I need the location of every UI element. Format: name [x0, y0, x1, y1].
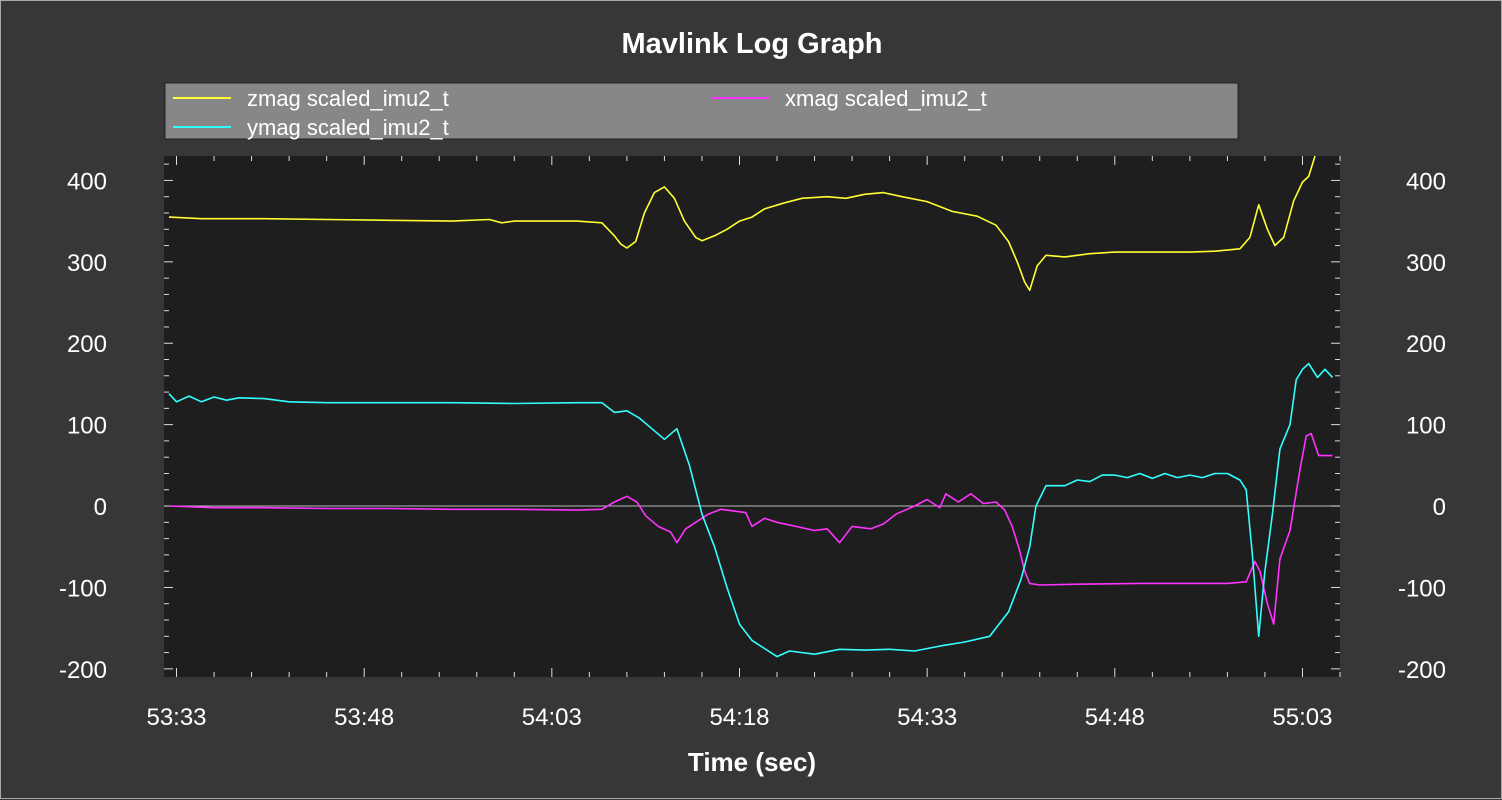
x-tick-label: 54:33 [897, 704, 957, 731]
x-tick-label: 53:33 [146, 704, 206, 731]
y-tick-label-right: 0 [1433, 494, 1446, 521]
y-tick-label-left: 200 [67, 331, 107, 358]
x-tick-label: 54:18 [709, 704, 769, 731]
y-tick-label-left: -200 [59, 657, 107, 684]
tick-labels: 400 400 300 300 200 200 100 100 0 0 -100 -100 -200 -2… [59, 168, 1446, 731]
legend: zmag scaled_imu2_t xmag scaled_imu2_tymag… [164, 82, 1239, 140]
series-line-xmag [168, 432, 1333, 625]
y-tick-label-left: -100 [59, 575, 107, 602]
y-tick-label-right: 300 [1406, 250, 1446, 277]
series-line-zmag [168, 156, 1316, 292]
y-tick-label-left: 300 [67, 250, 107, 277]
y-tick-label-left: 400 [67, 168, 107, 195]
y-tick-label-right: 400 [1406, 168, 1446, 195]
legend-label-xmag: xmag scaled_imu2_t [785, 86, 987, 111]
x-axis-title: Time (sec) [688, 747, 816, 777]
legend-box [164, 82, 1239, 140]
y-tick-label-left: 0 [94, 494, 107, 521]
x-tick-label: 54:03 [522, 704, 582, 731]
legend-label-ymag: ymag scaled_imu2_t [247, 115, 449, 140]
y-tick-label-right: -200 [1398, 657, 1446, 684]
legend-label-zmag: zmag scaled_imu2_t [247, 86, 449, 111]
x-tick-label: 55:03 [1272, 704, 1332, 731]
plot-area [164, 156, 1340, 677]
x-tick-label: 53:48 [334, 704, 394, 731]
series-line-ymag [168, 362, 1334, 658]
series-layer [168, 156, 1334, 658]
y-tick-label-right: 100 [1406, 413, 1446, 440]
chart-title: Mavlink Log Graph [621, 28, 882, 60]
x-tick-label: 54:48 [1085, 704, 1145, 731]
y-tick-label-right: 200 [1406, 331, 1446, 358]
y-tick-label-right: -100 [1398, 575, 1446, 602]
y-tick-label-left: 100 [67, 413, 107, 440]
axis-ticks [164, 156, 1341, 677]
